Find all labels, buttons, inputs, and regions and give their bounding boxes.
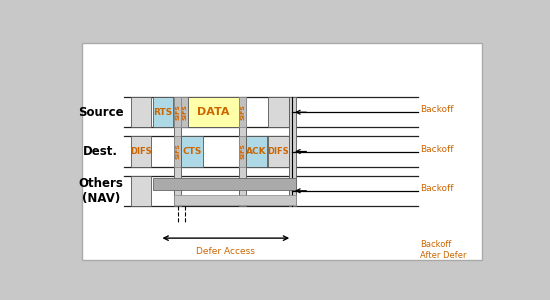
Bar	[268, 136, 289, 166]
Bar	[182, 97, 188, 127]
Text: DIFS: DIFS	[130, 147, 152, 156]
Bar	[182, 136, 204, 166]
Text: ACK: ACK	[246, 147, 267, 156]
Text: DATA: DATA	[197, 107, 230, 117]
Text: SIFS: SIFS	[240, 144, 245, 159]
Text: Others
(NAV): Others (NAV)	[78, 177, 123, 205]
Bar	[174, 195, 295, 205]
Bar	[268, 97, 289, 127]
Bar	[130, 136, 151, 166]
Bar	[188, 97, 239, 127]
Bar	[239, 97, 246, 127]
Text: SIFS: SIFS	[175, 104, 180, 120]
Bar	[153, 178, 295, 190]
Text: SIFS: SIFS	[175, 144, 180, 159]
Text: Dest.: Dest.	[83, 145, 118, 158]
Text: Source: Source	[78, 106, 124, 119]
Bar	[153, 97, 173, 127]
Bar	[174, 97, 182, 127]
Text: SIFS: SIFS	[182, 104, 187, 120]
Bar	[130, 97, 151, 127]
Bar	[174, 136, 182, 166]
Text: Defer Access: Defer Access	[196, 248, 255, 256]
Text: SIFS: SIFS	[240, 104, 245, 120]
Bar	[130, 176, 151, 206]
Text: RTS: RTS	[153, 108, 173, 117]
Bar	[239, 136, 246, 166]
Text: Backoff
After Defer: Backoff After Defer	[420, 240, 467, 260]
Bar	[239, 97, 246, 206]
Text: Backoff: Backoff	[420, 105, 454, 114]
Bar	[174, 97, 182, 206]
Text: CTS: CTS	[183, 147, 202, 156]
Bar	[289, 97, 295, 206]
Bar	[246, 136, 267, 166]
Text: Backoff: Backoff	[420, 184, 454, 193]
FancyBboxPatch shape	[81, 43, 482, 260]
Text: DIFS: DIFS	[268, 147, 289, 156]
Text: Backoff: Backoff	[420, 145, 454, 154]
